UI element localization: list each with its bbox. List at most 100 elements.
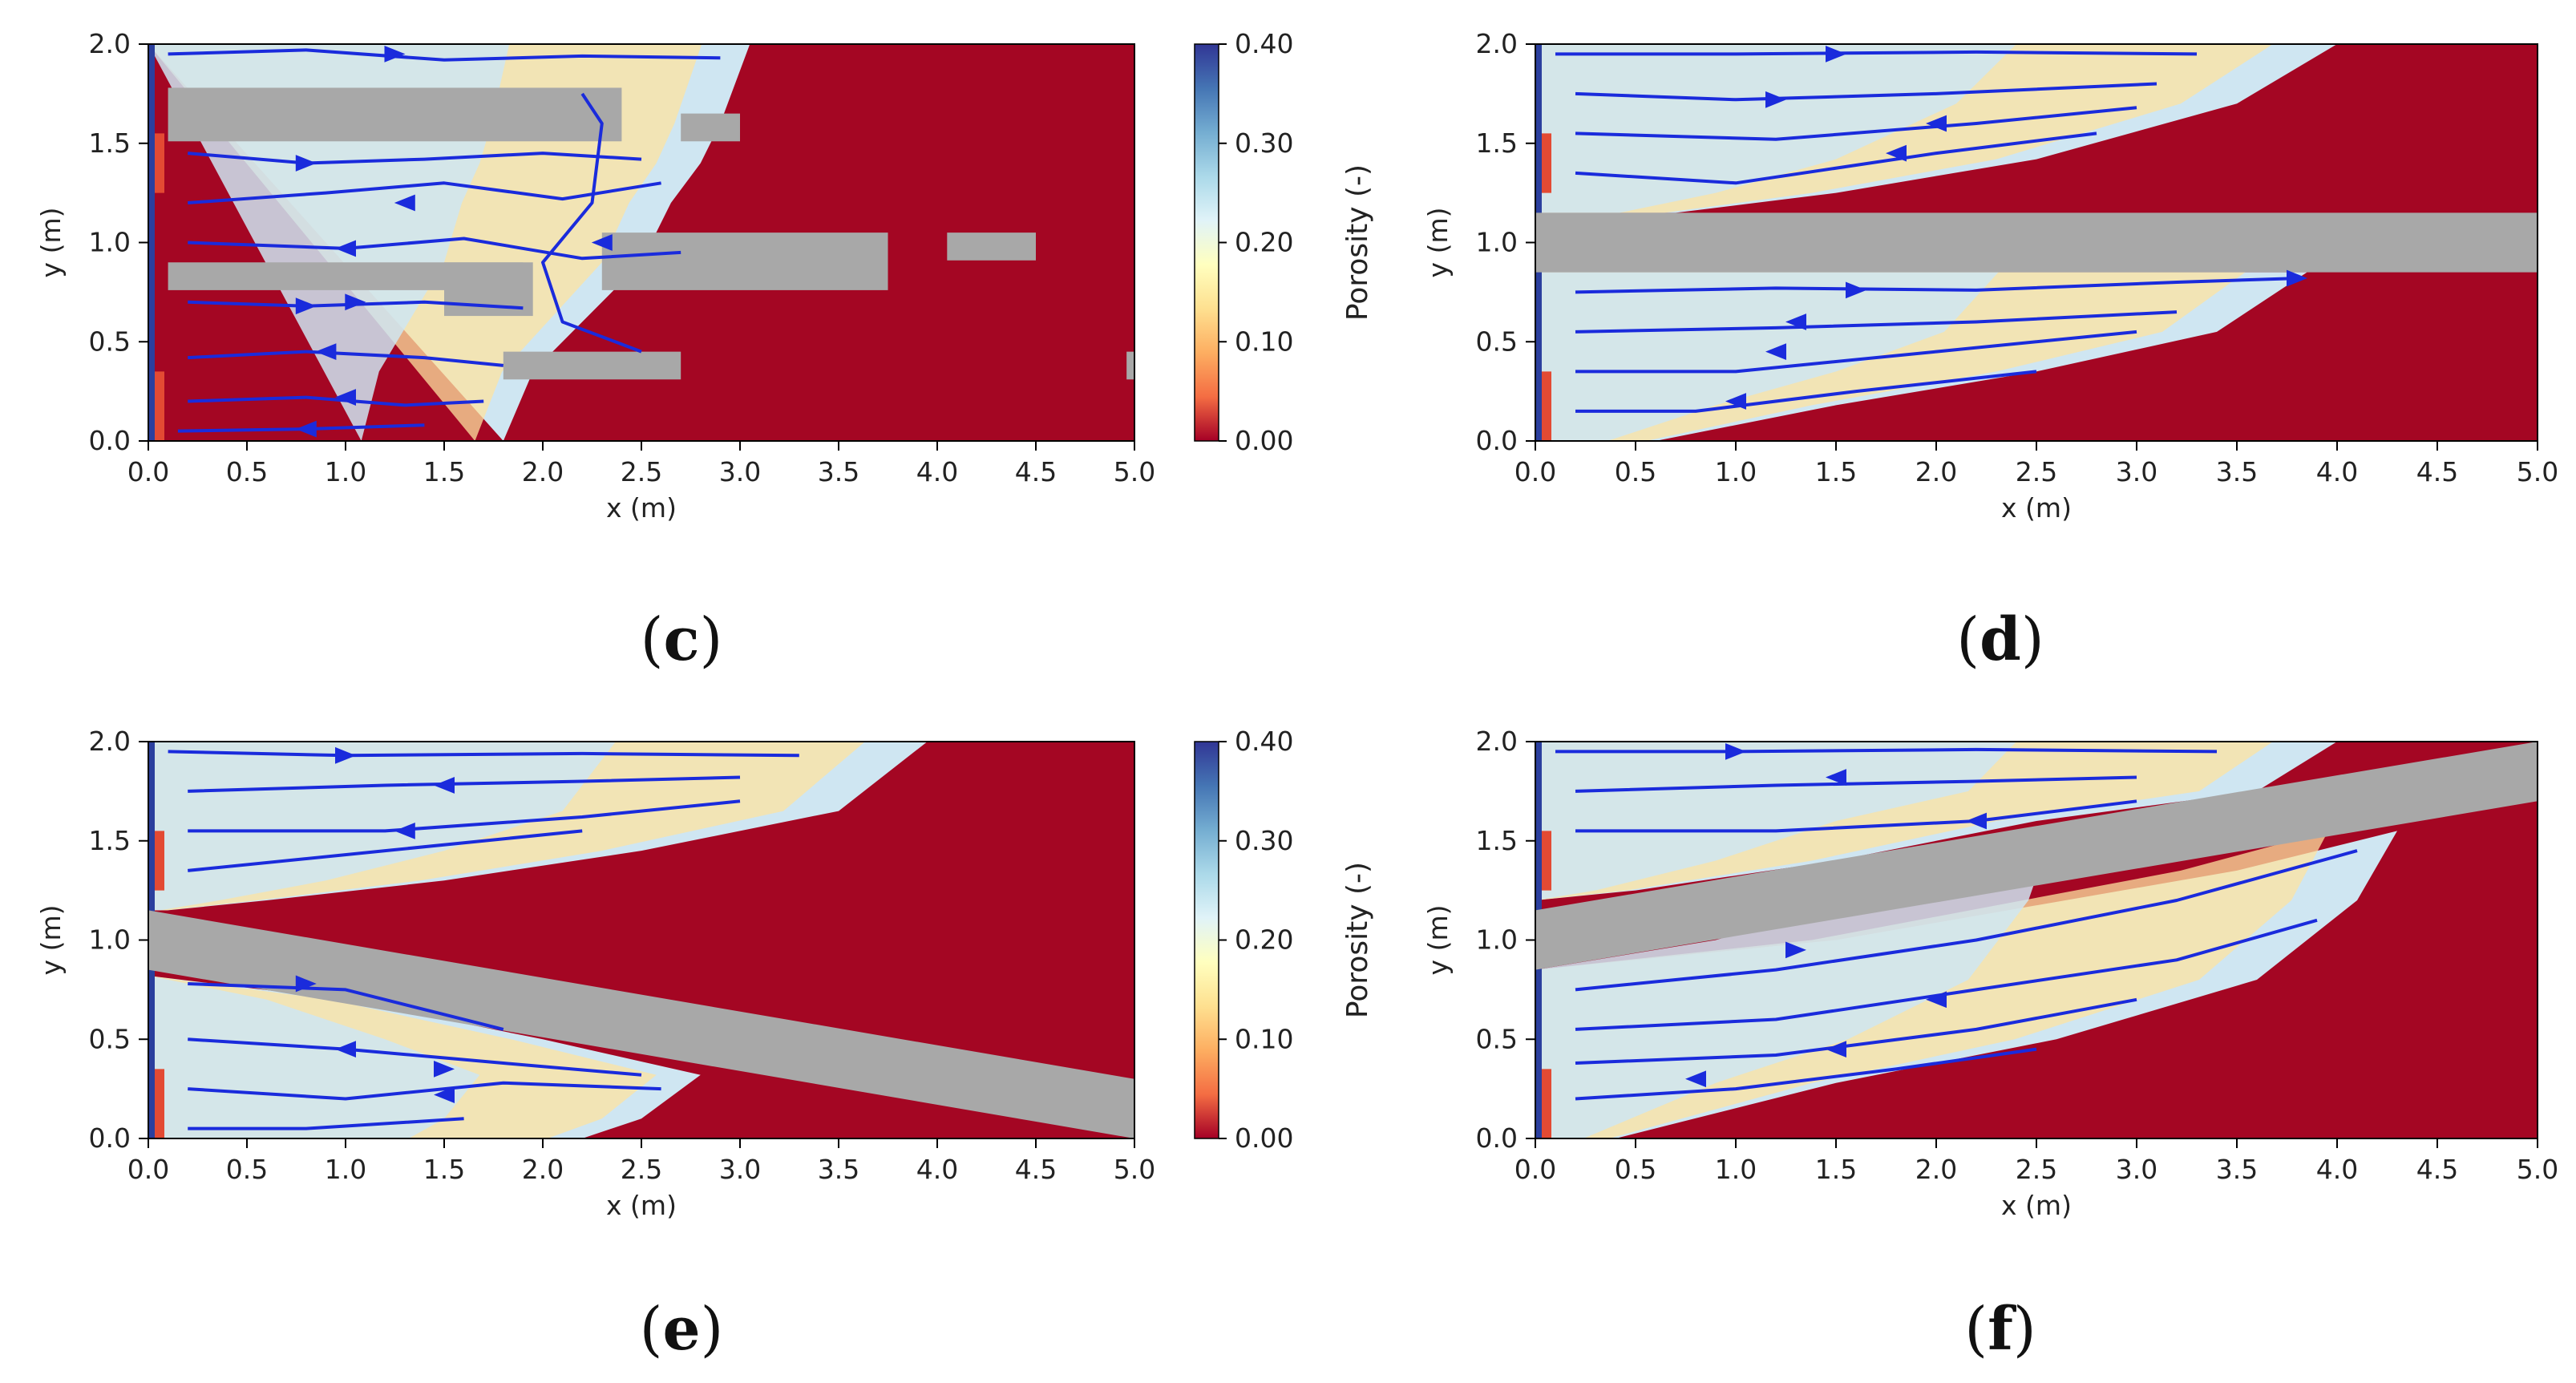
streamline xyxy=(1575,82,2157,102)
y-tick-label: 0.5 xyxy=(89,1023,131,1054)
porous-zone-inlet xyxy=(1535,272,1999,441)
colorbar-tick-label: 0.10 xyxy=(1235,326,1293,357)
x-tick-label: 2.5 xyxy=(2016,1154,2057,1185)
streamline xyxy=(1575,370,2037,413)
streamline-arrow xyxy=(1685,1070,1706,1088)
streamline xyxy=(1575,799,2137,833)
y-tick-label: 1.5 xyxy=(1476,127,1518,159)
streamline-arrow xyxy=(1926,115,1947,132)
x-tick-label: 4.0 xyxy=(916,1154,958,1185)
colorbar-label: Porosity (-) xyxy=(1341,862,1374,1018)
barrier xyxy=(681,113,740,142)
x-tick-label: 0.0 xyxy=(127,1154,169,1185)
porous-zone-inlet xyxy=(1535,44,2016,213)
porous-zone-inlet xyxy=(148,44,510,441)
panel-d: 0.0 0.5 1.0 1.5 2.0 2.5 3.0 3.5 4.0 4.5 5.0 0.0 0.5 1… xyxy=(1422,28,2558,524)
streamline-arrow xyxy=(1826,769,1846,786)
x-tick-label: 5.0 xyxy=(1114,456,1155,487)
x-tick-label: 3.0 xyxy=(719,1154,761,1185)
colorbar-tick-label: 0.30 xyxy=(1235,825,1293,856)
y-tick-label: 1.0 xyxy=(1476,924,1518,956)
x-axis-label: x (m) xyxy=(2001,1190,2072,1221)
x-tick-label: 2.0 xyxy=(522,1154,564,1185)
streamline-arrow xyxy=(335,746,356,764)
streamline-arrow xyxy=(434,1086,455,1103)
y-tick-label: 1.5 xyxy=(1476,825,1518,856)
x-tick-label: 1.0 xyxy=(1715,1154,1757,1185)
streamline-arrow xyxy=(2287,269,2307,287)
x-tick-label: 0.0 xyxy=(1514,1154,1556,1185)
colorbar-tick-label: 0.20 xyxy=(1235,924,1293,956)
colorbar-label: Porosity (-) xyxy=(1341,164,1374,321)
plot-area xyxy=(148,44,1134,441)
x-tick-label: 1.5 xyxy=(1815,456,1857,487)
streamline xyxy=(188,1037,642,1077)
y-tick-label: 0.0 xyxy=(1476,425,1518,456)
streamline-arrow xyxy=(295,297,317,315)
streamline-arrow xyxy=(1926,991,1947,1009)
streamline-arrow xyxy=(591,234,613,251)
plot-area xyxy=(1535,44,2538,441)
colorbar-tick-label: 0.00 xyxy=(1235,425,1293,456)
x-tick-label: 3.5 xyxy=(2216,1154,2258,1185)
x-tick-label: 3.0 xyxy=(719,456,761,487)
streamline-arrow xyxy=(1785,313,1806,330)
x-tick-label: 1.5 xyxy=(423,1154,465,1185)
streamline xyxy=(187,829,583,872)
x-axis-label: x (m) xyxy=(606,1190,677,1221)
x-tick-label: 4.0 xyxy=(2316,456,2358,487)
y-tick-label: 1.0 xyxy=(89,924,131,956)
panel-f: 0.0 0.5 1.0 1.5 2.0 2.5 3.0 3.5 4.0 4.5 5.0 0.0 0.5 1… xyxy=(1422,726,2558,1221)
inlet-hotspot xyxy=(1542,371,1551,441)
streamline-arrow xyxy=(295,155,317,172)
caption-d: (d) xyxy=(1956,605,2044,674)
streamline xyxy=(188,799,741,833)
y-tick-label: 1.0 xyxy=(1476,227,1518,258)
streamline xyxy=(1575,775,2137,793)
inlet-hotspot xyxy=(155,133,164,193)
colorbar-scale xyxy=(1194,43,1219,442)
x-tick-label: 4.0 xyxy=(2316,1154,2358,1185)
x-tick-label: 3.5 xyxy=(2216,456,2258,487)
streamline xyxy=(188,300,524,310)
streamline-arrow xyxy=(345,293,366,311)
streamline xyxy=(168,48,721,62)
inlet-hotspot xyxy=(155,371,164,441)
colorbar: 0.40 0.30 0.20 0.10 0.00 Porosity (-) xyxy=(1194,28,1374,456)
inlet-hotspot xyxy=(155,1069,164,1138)
x-tick-label: 3.5 xyxy=(818,456,859,487)
streamline-arrow xyxy=(1785,941,1806,959)
x-tick-label: 2.5 xyxy=(2016,456,2057,487)
inlet-hotspot xyxy=(1542,831,1551,891)
streamline-arrow xyxy=(1966,812,1987,830)
inlet-edge xyxy=(148,44,155,441)
streamline-arrow xyxy=(1765,91,1786,108)
streamline-arrow xyxy=(1725,742,1746,760)
streamline-arrow xyxy=(1846,281,1866,299)
x-tick-label: 0.0 xyxy=(127,456,169,487)
x-tick-label: 4.0 xyxy=(916,456,958,487)
streamline-arrow xyxy=(335,240,356,257)
x-tick-label: 1.5 xyxy=(1815,1154,1857,1185)
y-axis-label: y (m) xyxy=(35,208,67,278)
streamline xyxy=(188,982,504,1031)
streamline-arrow xyxy=(384,45,406,63)
x-tick-label: 3.0 xyxy=(2116,1154,2157,1185)
y-tick-label: 1.0 xyxy=(89,227,131,258)
streamline-arrow xyxy=(1765,343,1786,361)
colorbar-tick-label: 0.00 xyxy=(1235,1122,1293,1154)
caption-f: (f) xyxy=(1964,1295,2036,1364)
x-axis-label: x (m) xyxy=(2001,492,2072,524)
streamline-arrow xyxy=(394,822,415,839)
y-tick-label: 1.5 xyxy=(89,825,131,856)
colorbar-scale xyxy=(1194,741,1219,1139)
inlet-hotspot xyxy=(1542,1069,1551,1138)
x-tick-label: 4.5 xyxy=(1015,1154,1057,1185)
y-tick-label: 1.5 xyxy=(89,127,131,159)
barrier xyxy=(601,233,888,290)
y-tick-label: 2.0 xyxy=(1476,28,1518,59)
x-tick-label: 0.5 xyxy=(226,1154,268,1185)
streamline-arrow xyxy=(394,194,415,212)
x-tick-label: 2.0 xyxy=(522,456,564,487)
